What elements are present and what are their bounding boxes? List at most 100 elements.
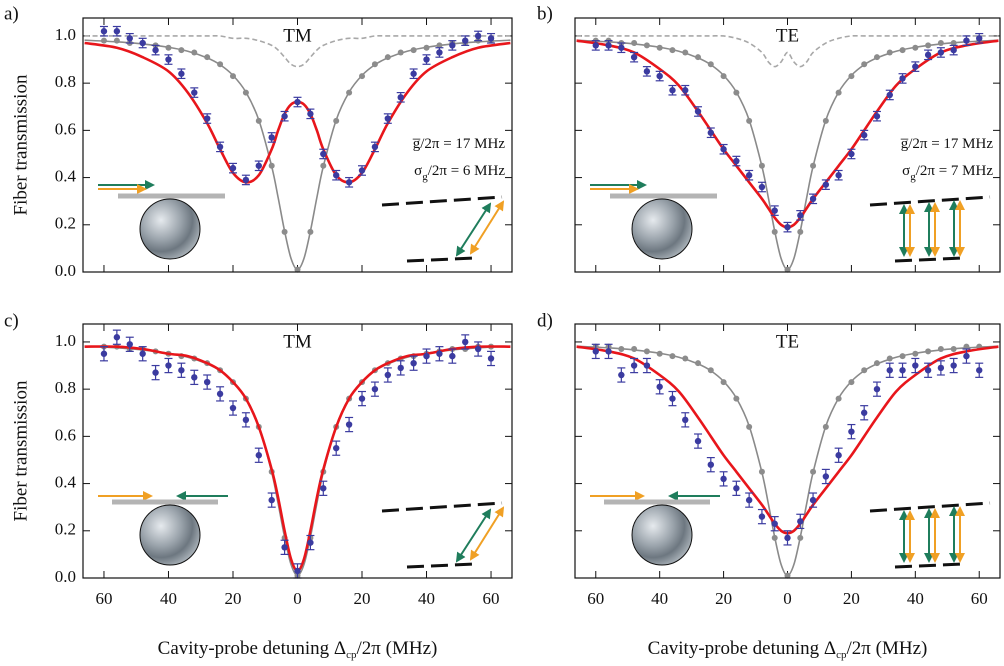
data-point	[307, 110, 314, 118]
annotation: σg/2π = 6 MHz	[414, 163, 505, 182]
data-point	[937, 346, 944, 353]
inset	[590, 491, 991, 569]
x-tick-label: 40	[418, 589, 435, 608]
data-point	[631, 40, 638, 47]
x-tick-label: 60	[587, 589, 604, 608]
data-point	[397, 364, 404, 372]
y-tick-label: 0.2	[55, 214, 76, 233]
data-point	[669, 87, 676, 94]
annotation-part: /2π = 6 MHz	[428, 163, 506, 179]
data-point	[100, 28, 108, 35]
data-point	[204, 54, 211, 61]
data-point	[100, 37, 107, 44]
annotation-part: /2π = 7 MHz	[916, 163, 994, 179]
data-point	[217, 61, 224, 68]
data-point	[848, 150, 855, 158]
data-point	[950, 346, 957, 353]
data-point	[294, 266, 301, 273]
data-point	[912, 63, 919, 70]
data-point	[784, 572, 791, 579]
data-point	[976, 367, 983, 374]
x-axis-label: Cavity-probe detuning Δcp/2π (MHz)	[158, 638, 438, 660]
data-point	[229, 73, 236, 80]
x-tick-label: 40	[651, 589, 668, 608]
data-point	[848, 379, 855, 386]
data-point	[682, 416, 689, 424]
data-point	[371, 143, 379, 151]
y-tick-label: 0.0	[55, 261, 76, 280]
y-tick-label: 0.6	[55, 119, 76, 138]
data-point	[436, 350, 443, 357]
resonator	[631, 504, 693, 566]
data-point	[835, 395, 842, 402]
data-point	[976, 35, 983, 42]
annotation: g̅/2π = 17 MHz	[413, 136, 506, 152]
data-point	[784, 266, 791, 273]
energy-level	[381, 195, 503, 207]
annotation-part: g̅/2π = 17 MHz	[413, 136, 506, 152]
data-point	[899, 353, 906, 360]
data-point	[746, 423, 753, 430]
data-point	[733, 157, 740, 165]
data-point	[165, 56, 172, 63]
x-axis-label-part: Cavity-probe detuning Δ	[648, 638, 836, 659]
data-point	[371, 61, 378, 68]
data-point	[152, 369, 159, 376]
data-point	[720, 475, 727, 483]
y-tick-label: 0.4	[55, 472, 77, 491]
data-point	[809, 496, 817, 504]
x-axis-label-part: cp	[836, 649, 847, 661]
data-point	[436, 49, 443, 56]
y-tick-label: 1.0	[55, 25, 76, 44]
data-point	[899, 367, 906, 374]
data-point	[126, 341, 133, 348]
resonator	[139, 198, 201, 260]
data-point	[912, 350, 919, 357]
data-point	[462, 338, 469, 346]
data-point	[695, 360, 702, 367]
data-point	[694, 108, 702, 115]
data-point	[268, 496, 275, 504]
data-point	[963, 343, 970, 350]
data-point	[925, 348, 932, 355]
data-point	[758, 162, 765, 169]
panel-title: TE	[776, 25, 799, 46]
inset	[98, 491, 505, 569]
data-point	[294, 98, 301, 106]
data-point	[630, 362, 638, 369]
data-point	[268, 162, 275, 169]
data-point	[410, 47, 417, 54]
data-point	[423, 352, 430, 360]
panel-title: TM	[283, 25, 312, 46]
data-point	[733, 89, 740, 96]
data-point	[950, 362, 957, 369]
data-point	[733, 485, 740, 492]
y-tick-label: 0.8	[55, 72, 76, 91]
x-tick-label: 60	[971, 589, 988, 608]
data-point	[810, 468, 817, 475]
data-point	[784, 223, 791, 231]
x-axis-label: Cavity-probe detuning Δcp/2π (MHz)	[648, 638, 928, 660]
data-point	[669, 47, 676, 54]
data-point	[822, 181, 830, 188]
data-point	[873, 360, 880, 367]
data-point	[487, 35, 495, 42]
data-point	[423, 56, 430, 63]
data-point	[165, 44, 172, 51]
data-point	[643, 42, 650, 49]
data-point	[860, 409, 868, 416]
data-point	[242, 416, 250, 424]
annotation-part: σ	[414, 163, 422, 179]
data-point	[307, 228, 314, 235]
dashed-curve	[576, 34, 999, 68]
data-point	[861, 61, 868, 68]
data-point	[397, 49, 404, 56]
data-point	[656, 44, 663, 51]
data-point	[345, 179, 353, 186]
data-point	[886, 355, 893, 362]
data-point	[618, 44, 625, 51]
panel-label: b)	[537, 3, 553, 24]
data-point	[720, 146, 727, 153]
data-point	[462, 37, 469, 44]
